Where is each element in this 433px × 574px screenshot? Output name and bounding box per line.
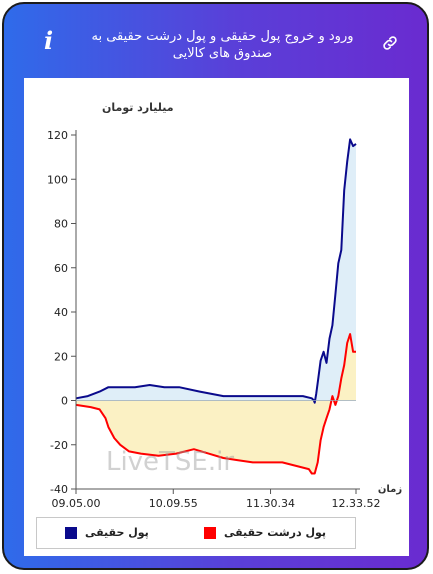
info-icon[interactable]: i <box>44 26 54 55</box>
y-tick-label: -20 <box>50 439 68 452</box>
series-area-1 <box>76 139 356 403</box>
y-tick-label: 20 <box>54 350 68 363</box>
y-tick-label: 80 <box>54 218 68 231</box>
watermark: LiveTSE.ir <box>106 447 234 477</box>
x-tick-label: 09.05.00 <box>52 497 101 510</box>
y-tick-label: 120 <box>47 129 68 142</box>
legend-swatch-large-real-money <box>204 527 216 539</box>
legend-swatch-real-money <box>65 527 77 539</box>
x-axis-label: زمان <box>378 484 402 495</box>
legend-item-large-real-money[interactable]: پول درشت حقیقی <box>224 526 327 539</box>
y-tick-label: 100 <box>47 173 68 186</box>
legend-item-real-money[interactable]: پول حقیقی <box>85 526 149 539</box>
chart-title: ورود و خروج پول حقیقی و پول درشت حقیقی ب… <box>91 29 354 61</box>
y-tick-label: 0 <box>61 395 68 408</box>
x-tick-label: 10.09.55 <box>149 497 198 510</box>
x-tick-label: 11.30.34 <box>246 497 295 510</box>
y-tick-label: 60 <box>54 262 68 275</box>
y-axis-label: میلیارد تومان <box>102 101 174 114</box>
link-icon[interactable] <box>381 34 399 52</box>
series-area-2 <box>76 334 356 474</box>
series-line-2[interactable] <box>75 333 356 475</box>
card-header: i ورود و خروج پول حقیقی و پول درشت حقیقی… <box>4 4 427 74</box>
y-tick-label: -40 <box>50 483 68 496</box>
chart-legend: پول حقیقی پول درشت حقیقی <box>36 517 356 549</box>
x-tick-label: 12.33.52 <box>332 497 381 510</box>
series-line-1[interactable] <box>75 138 357 404</box>
y-tick-label: 40 <box>54 306 68 319</box>
